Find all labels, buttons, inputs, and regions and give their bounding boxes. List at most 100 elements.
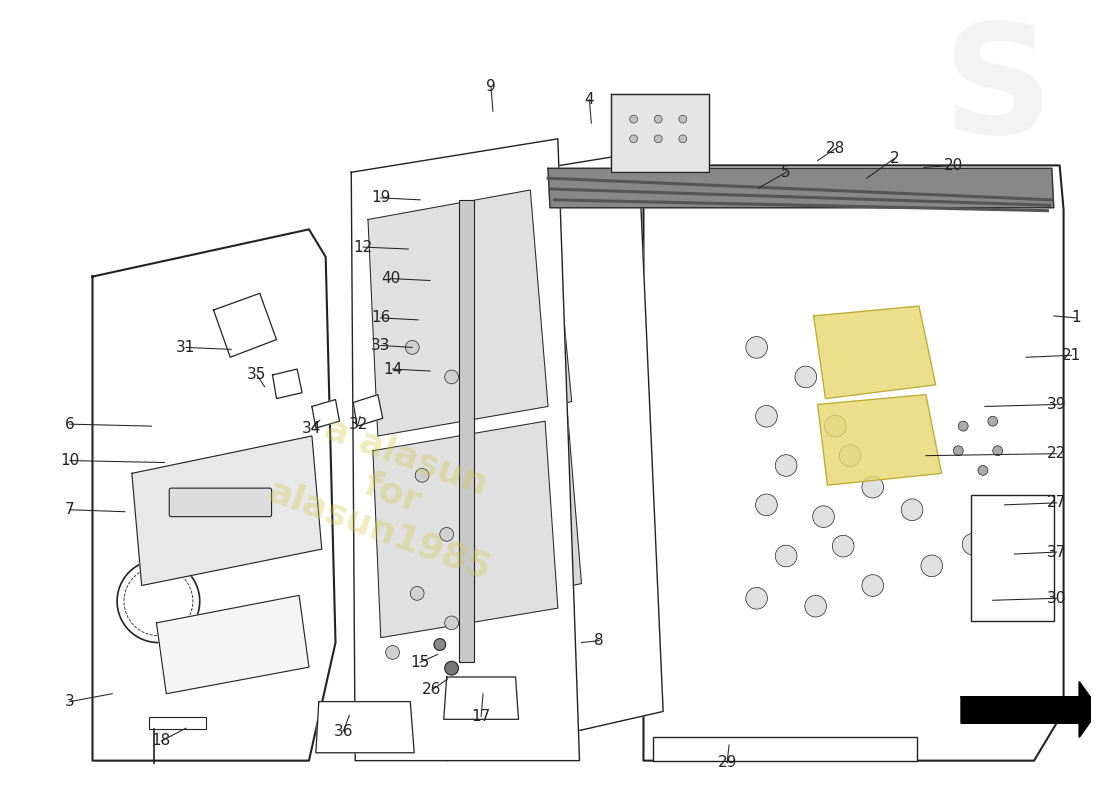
Polygon shape	[817, 394, 942, 485]
Text: 17: 17	[472, 709, 491, 724]
Circle shape	[862, 476, 883, 498]
Polygon shape	[961, 682, 1099, 737]
Polygon shape	[351, 139, 580, 761]
Circle shape	[756, 406, 778, 427]
Polygon shape	[368, 190, 548, 436]
Text: 20: 20	[944, 158, 962, 173]
Circle shape	[444, 370, 459, 384]
Polygon shape	[610, 94, 710, 172]
Circle shape	[406, 341, 419, 354]
Polygon shape	[373, 422, 558, 638]
Circle shape	[833, 535, 854, 557]
Circle shape	[776, 545, 798, 567]
Circle shape	[756, 494, 778, 516]
Polygon shape	[814, 306, 936, 398]
Circle shape	[776, 454, 798, 476]
Polygon shape	[353, 394, 383, 426]
Circle shape	[978, 466, 988, 475]
Text: 28: 28	[826, 141, 845, 156]
Circle shape	[813, 506, 834, 527]
Polygon shape	[644, 166, 1064, 761]
Circle shape	[954, 446, 964, 456]
Text: 22: 22	[1047, 446, 1066, 461]
Polygon shape	[156, 595, 309, 694]
Circle shape	[825, 415, 846, 437]
Text: 33: 33	[371, 338, 390, 353]
Circle shape	[629, 135, 638, 142]
Text: S: S	[943, 17, 1053, 166]
Text: 35: 35	[248, 367, 266, 382]
Polygon shape	[132, 436, 321, 586]
Circle shape	[746, 337, 768, 358]
Text: 26: 26	[422, 682, 441, 698]
Circle shape	[537, 551, 553, 567]
Circle shape	[679, 135, 686, 142]
Text: 36: 36	[333, 724, 353, 738]
Text: 6: 6	[65, 417, 75, 432]
Circle shape	[503, 320, 518, 336]
Polygon shape	[440, 153, 663, 761]
Text: 9: 9	[486, 79, 496, 94]
Circle shape	[444, 662, 459, 675]
Text: 16: 16	[371, 310, 390, 326]
Circle shape	[962, 534, 983, 555]
Circle shape	[410, 586, 425, 600]
Circle shape	[510, 507, 527, 522]
Circle shape	[433, 638, 446, 650]
Circle shape	[532, 354, 548, 370]
Circle shape	[117, 560, 200, 642]
Text: 8: 8	[594, 633, 604, 648]
Circle shape	[654, 135, 662, 142]
Circle shape	[654, 115, 662, 123]
Polygon shape	[443, 677, 518, 719]
Polygon shape	[463, 416, 582, 608]
Circle shape	[988, 416, 998, 426]
Text: 3: 3	[65, 694, 75, 709]
Text: 14: 14	[383, 362, 403, 377]
Bar	[148, 718, 206, 729]
Polygon shape	[316, 702, 415, 753]
Text: 39: 39	[1047, 397, 1066, 412]
Circle shape	[415, 469, 429, 482]
Circle shape	[901, 499, 923, 521]
Circle shape	[444, 616, 459, 630]
Circle shape	[440, 527, 453, 542]
Text: 1: 1	[1071, 310, 1081, 326]
Text: 32: 32	[349, 417, 367, 432]
Circle shape	[958, 422, 968, 431]
Circle shape	[839, 445, 861, 466]
Text: 34: 34	[302, 421, 321, 435]
Text: 12: 12	[353, 239, 373, 254]
Polygon shape	[213, 294, 276, 358]
Circle shape	[862, 574, 883, 596]
Circle shape	[535, 448, 550, 463]
Text: 31: 31	[176, 340, 196, 355]
Text: 7: 7	[65, 502, 75, 518]
Text: 18: 18	[152, 734, 170, 749]
Text: 19: 19	[371, 190, 390, 206]
Text: 5: 5	[781, 165, 791, 180]
Circle shape	[992, 446, 1002, 456]
Polygon shape	[273, 369, 303, 398]
Text: 29: 29	[717, 755, 737, 770]
Bar	[971, 495, 1054, 621]
Circle shape	[795, 366, 816, 388]
Circle shape	[508, 409, 524, 424]
Bar	[653, 737, 917, 761]
Polygon shape	[92, 230, 336, 761]
Text: 15: 15	[410, 654, 430, 670]
Polygon shape	[312, 399, 340, 428]
Polygon shape	[456, 225, 572, 426]
Circle shape	[679, 115, 686, 123]
FancyBboxPatch shape	[169, 488, 272, 517]
Text: 27: 27	[1047, 495, 1066, 510]
Bar	[460, 200, 474, 662]
Circle shape	[513, 595, 528, 611]
Circle shape	[805, 595, 826, 617]
Text: 10: 10	[60, 453, 79, 468]
Text: 40: 40	[381, 271, 400, 286]
Text: 2: 2	[890, 151, 899, 166]
Polygon shape	[548, 168, 1054, 208]
Text: 30: 30	[1047, 591, 1066, 606]
Text: a alasun
for
alasun1985: a alasun for alasun1985	[263, 400, 522, 586]
